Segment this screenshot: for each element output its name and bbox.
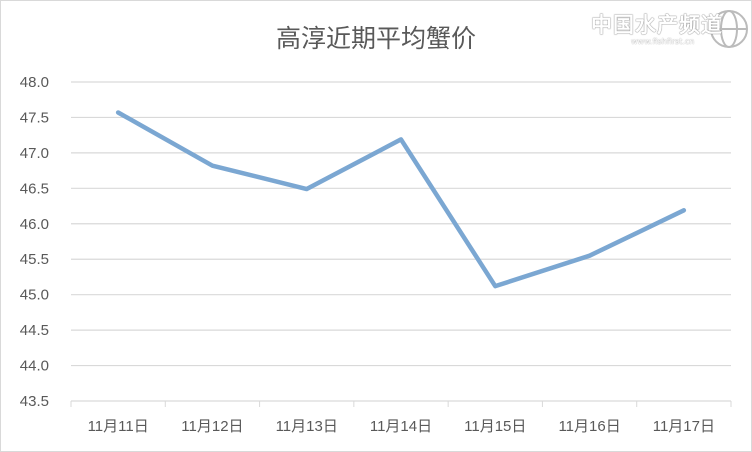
y-tick-label: 45.5: [20, 251, 49, 268]
y-tick-label: 46.5: [20, 180, 49, 197]
watermark-text: 中国水产频道: [591, 13, 723, 37]
y-tick-label: 47.0: [20, 145, 49, 162]
y-tick-label: 45.0: [20, 287, 49, 304]
x-tick-label: 11月11日: [88, 418, 149, 435]
x-tick-label: 11月17日: [653, 418, 715, 435]
y-tick-label: 48.0: [20, 74, 49, 91]
y-tick-label: 46.0: [20, 216, 49, 233]
y-tick-label: 47.5: [20, 109, 49, 126]
x-tick-label: 11月13日: [276, 418, 338, 435]
x-tick-label: 11月15日: [464, 418, 526, 435]
x-tick-label: 11月12日: [181, 418, 243, 435]
chart-title: 高淳近期平均蟹价: [275, 24, 476, 53]
y-tick-label: 44.5: [20, 322, 49, 339]
series-line: [115, 110, 687, 289]
globe-watermark-icon: [710, 10, 748, 48]
watermark-url: www.fishfirst.cn: [631, 37, 695, 46]
y-tick-label: 43.5: [20, 393, 49, 410]
x-tick-label: 11月14日: [370, 418, 432, 435]
x-tick-label: 11月16日: [558, 418, 620, 435]
y-tick-label: 44.0: [20, 358, 49, 375]
